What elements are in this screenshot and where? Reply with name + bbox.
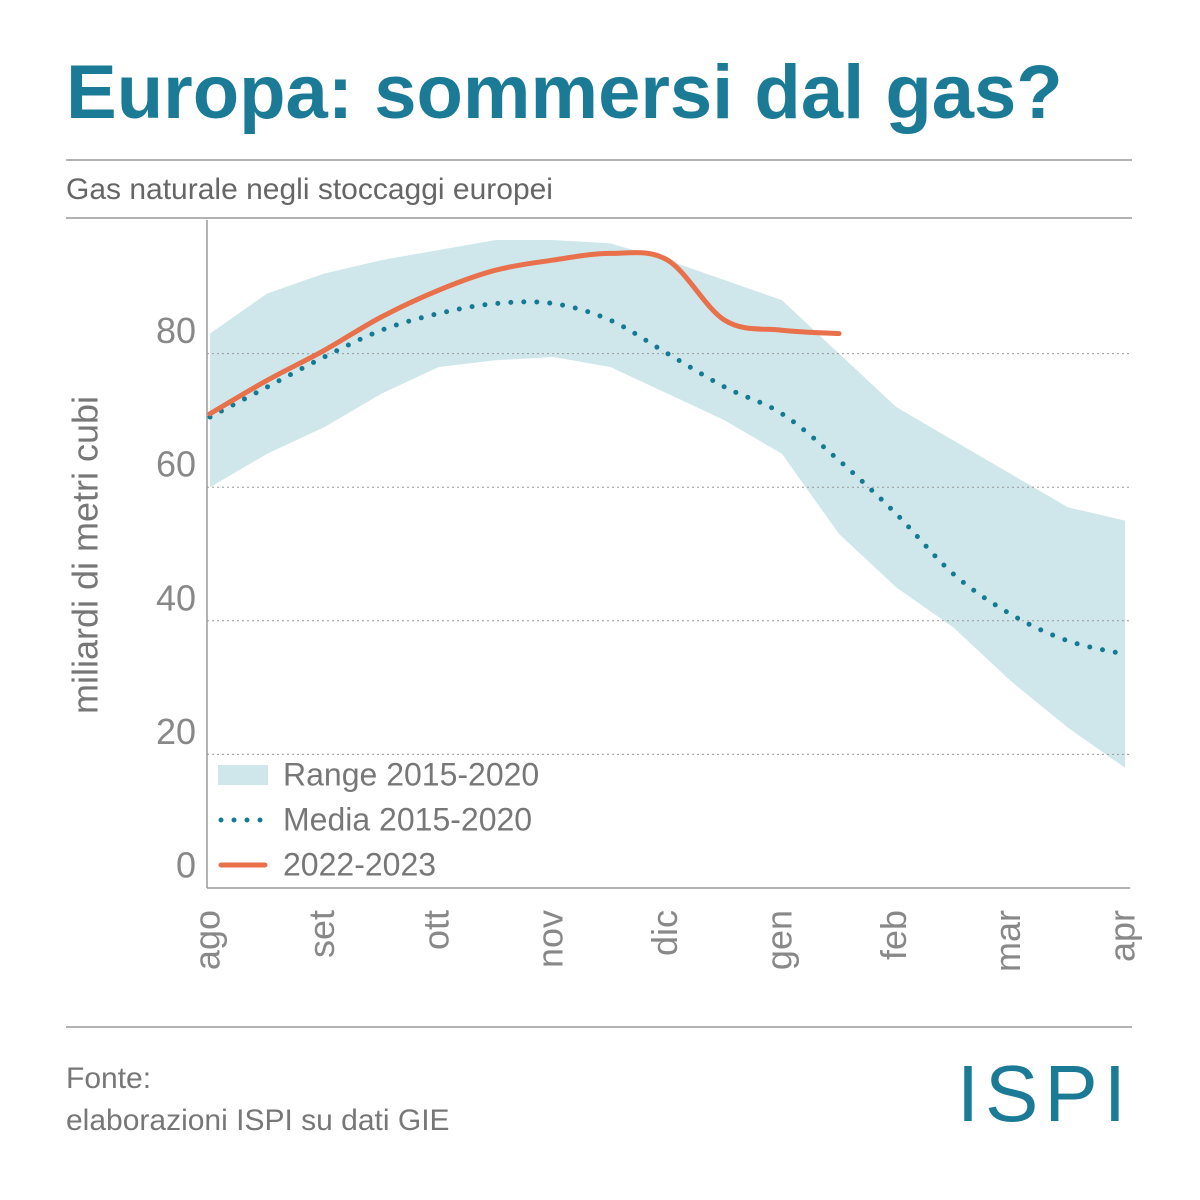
x-tick-label: gen	[758, 910, 799, 970]
y-tick-label: 80	[156, 310, 196, 351]
subtitle: Gas naturale negli stoccaggi europei	[66, 173, 553, 206]
range-band	[210, 240, 1125, 768]
y-tick-label: 0	[176, 845, 196, 886]
data-line	[207, 250, 842, 417]
x-tick-label: ago	[187, 910, 228, 970]
legend-label: Media 2015-2020	[283, 801, 532, 837]
x-tick-label: set	[301, 910, 342, 958]
x-tick-label: ott	[415, 910, 456, 950]
x-tick-label: apr	[1102, 910, 1143, 962]
x-tick-label: feb	[873, 910, 914, 960]
source: Fonte:	[66, 1062, 151, 1095]
y-tick-label: 60	[156, 444, 196, 485]
chart-title: Europa: sommersi dal gas?	[66, 50, 1063, 135]
y-tick-label: 20	[156, 711, 196, 752]
x-tick-label: dic	[644, 910, 685, 956]
logo: ISPI	[957, 1049, 1132, 1138]
y-tick-label: 40	[156, 577, 196, 618]
y-axis-label: miliardi di metri cubi	[65, 396, 106, 714]
x-tick-label: mar	[987, 910, 1028, 972]
source: elaborazioni ISPI su dati GIE	[66, 1104, 450, 1137]
legend-swatch	[218, 765, 268, 785]
legend-label: Range 2015-2020	[283, 756, 539, 792]
legend-label: 2022-2023	[283, 846, 436, 882]
x-tick-label: nov	[530, 910, 571, 968]
average-line	[207, 299, 1128, 657]
